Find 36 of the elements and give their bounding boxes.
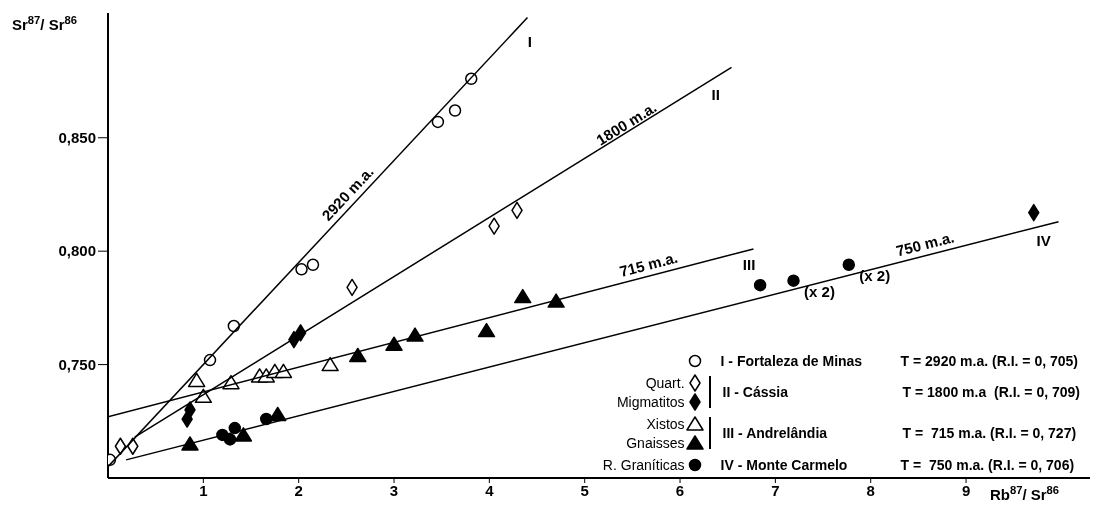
annotation: IV - Monte Carmelo <box>720 456 849 473</box>
annotation: T = 1800 m.a (R.I. = 0, 709) <box>902 384 1080 400</box>
x-tick-label: 5 <box>580 481 589 499</box>
x-tick-label: 7 <box>771 481 780 499</box>
x-tick-label: 4 <box>485 481 495 499</box>
annotation: 715 m.a. <box>617 248 680 280</box>
annotation: (x 2) <box>804 282 835 300</box>
x-tick-label: 2 <box>294 481 303 499</box>
x-tick-label: 1 <box>199 481 208 499</box>
x-tick-label: 3 <box>389 481 399 499</box>
x-tick-label: 6 <box>675 481 685 499</box>
annotation: II - Cássia <box>722 384 789 400</box>
x-axis-title: Rb$^{87}$/ Sr$^{86}$ <box>989 484 1060 503</box>
x-tick-label: 8 <box>866 481 875 499</box>
annotation: I <box>527 32 532 50</box>
y-tick-label: 0,750 <box>58 355 96 373</box>
y-axis-title: Sr$^{87}$/ Sr$^{86}$ <box>12 14 78 33</box>
annotation: III <box>742 256 756 274</box>
annotation: 750 m.a. <box>894 228 956 260</box>
annotation: IV <box>1036 231 1051 249</box>
annotation: T = 715 m.a. (R.I. = 0, 727) <box>902 425 1077 441</box>
annotation: T = 750 m.a. (R.I. = 0, 706) <box>900 456 1075 473</box>
legend-label: Quart. <box>645 374 685 391</box>
annotation: (x 2) <box>859 266 891 284</box>
y-tick-label: 0,800 <box>58 242 96 260</box>
annotation: 1800 m.a. <box>593 98 660 149</box>
annotation: II <box>711 86 720 104</box>
annotation: I - Fortaleza de Minas <box>720 352 864 369</box>
x-tick-label: 9 <box>961 481 971 499</box>
y-tick-label: 0,850 <box>58 129 96 147</box>
legend-label: Gnaisses <box>626 434 685 451</box>
legend-label: R. Graníticas <box>602 456 685 473</box>
legend-label: Xistos <box>646 415 685 432</box>
annotation: III - Andrelândia <box>722 425 829 441</box>
legend-label: Migmatitos <box>616 393 685 410</box>
annotation: T = 2920 m.a. (R.I. = 0, 705) <box>900 352 1078 369</box>
